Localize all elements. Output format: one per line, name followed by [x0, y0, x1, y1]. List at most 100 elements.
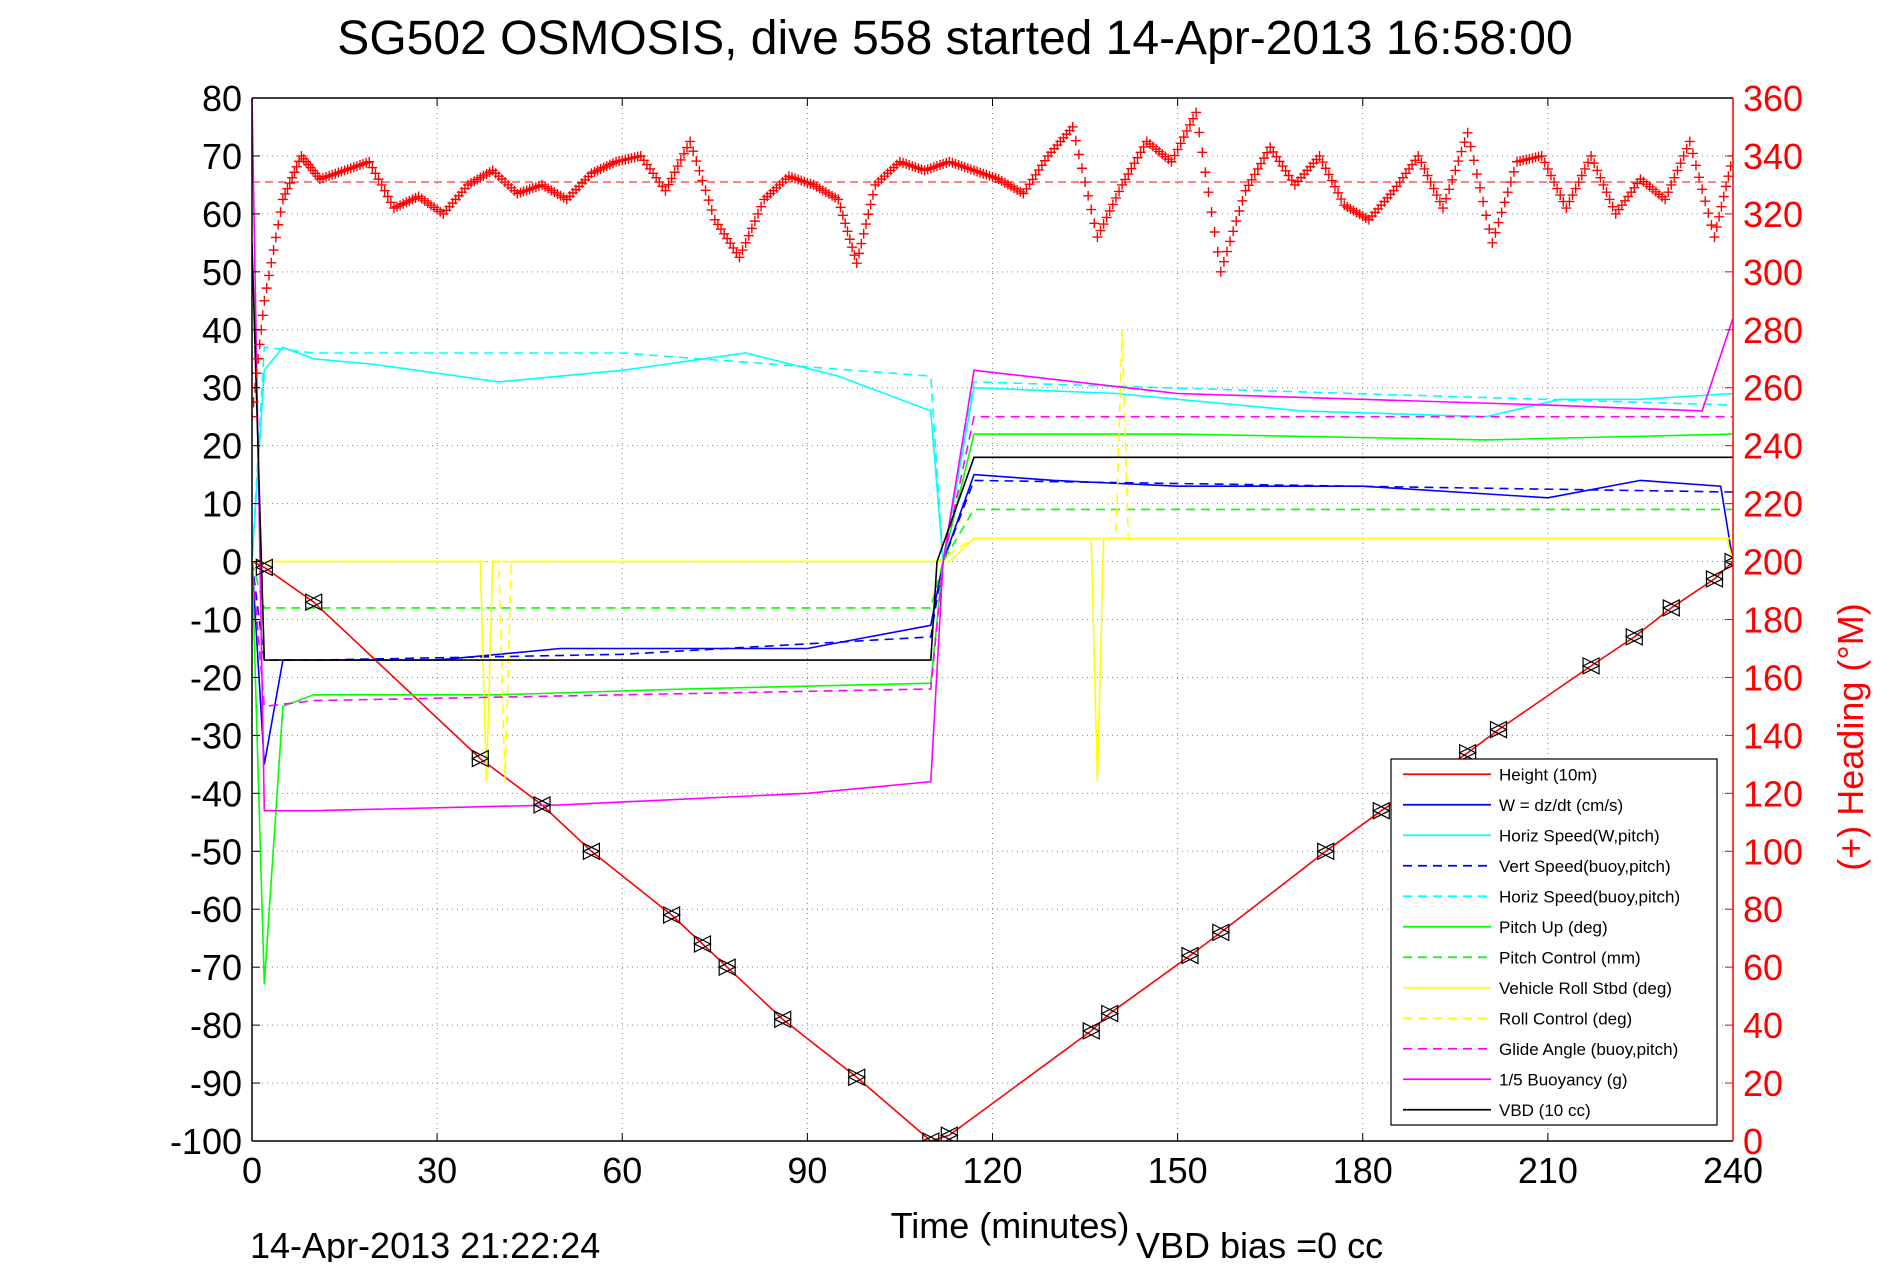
- heading-point: [1172, 144, 1183, 155]
- legend-label-8: Vehicle Roll Stbd (deg): [1499, 979, 1672, 998]
- heading-point: [1206, 207, 1217, 218]
- heading-point: [1666, 179, 1677, 190]
- heading-point: [1076, 163, 1087, 174]
- y-tick-label: 30: [202, 368, 242, 409]
- heading-point: [849, 250, 860, 261]
- heading-point: [666, 173, 677, 184]
- heading-point: [1716, 201, 1727, 212]
- height-marker-left: [1316, 842, 1335, 861]
- heading-point: [734, 252, 745, 263]
- heading-point: [1684, 136, 1695, 147]
- y2-axis-label: (+) Heading (°M): [1830, 603, 1871, 870]
- heading-point: [367, 162, 378, 173]
- heading-point: [1447, 174, 1458, 185]
- heading-point: [1178, 132, 1189, 143]
- heading-point: [663, 179, 674, 190]
- heading-point: [746, 223, 757, 234]
- heading-point: [1089, 218, 1100, 229]
- heading-point: [1505, 177, 1516, 188]
- heading-point: [1107, 199, 1118, 210]
- heading-point: [1104, 205, 1115, 216]
- legend-label-11: 1/5 Buoyancy (g): [1499, 1070, 1628, 1089]
- y2-tick-label: 160: [1743, 657, 1803, 698]
- heading-point: [275, 207, 286, 218]
- y2-tick-label: 120: [1743, 773, 1803, 814]
- heading-point: [266, 257, 277, 268]
- heading-point: [1573, 177, 1584, 188]
- heading-point: [1317, 157, 1328, 168]
- heading-point: [865, 199, 876, 210]
- heading-point: [1329, 181, 1340, 192]
- heading-point: [685, 136, 696, 147]
- height-marker-left: [1180, 946, 1199, 965]
- height-marker-left: [255, 558, 273, 577]
- height-marker-left: [1100, 1004, 1119, 1023]
- heading-point: [1450, 165, 1461, 176]
- heading-point: [1326, 175, 1337, 186]
- y2-tick-label: 220: [1743, 484, 1803, 525]
- heading-point: [1416, 157, 1427, 168]
- y2-tick-label: 60: [1743, 947, 1783, 988]
- heading-point: [263, 270, 274, 281]
- heading-point: [1468, 155, 1479, 166]
- heading-point: [1225, 236, 1236, 247]
- heading-point: [259, 295, 270, 306]
- heading-point: [1660, 194, 1671, 205]
- heading-point: [858, 228, 869, 239]
- heading-point: [261, 283, 272, 294]
- y-tick-label: -60: [190, 889, 242, 930]
- height-marker-left: [939, 1126, 958, 1141]
- heading-point: [669, 167, 680, 178]
- y2-tick-label: 140: [1743, 715, 1803, 756]
- heading-point: [376, 179, 387, 190]
- heading-point: [1687, 148, 1698, 159]
- heading-point: [1188, 113, 1199, 124]
- heading-point: [1070, 135, 1081, 146]
- heading-point: [1194, 127, 1205, 138]
- x-tick-label: 150: [1148, 1150, 1208, 1191]
- y2-tick-label: 80: [1743, 889, 1783, 930]
- heading-point: [1490, 227, 1501, 238]
- height-marker-left: [1211, 923, 1230, 942]
- heading-point: [682, 142, 693, 153]
- heading-point: [1425, 177, 1436, 188]
- heading-point: [1579, 163, 1590, 174]
- y2-tick-label: 20: [1743, 1063, 1783, 1104]
- x-tick-label: 120: [962, 1150, 1022, 1191]
- heading-point: [706, 204, 717, 215]
- series-line-5: [252, 346, 1733, 562]
- heading-point: [382, 191, 393, 202]
- heading-point: [678, 148, 689, 159]
- heading-point: [1604, 194, 1615, 205]
- legend-label-9: Roll Control (deg): [1499, 1009, 1632, 1028]
- heading-point: [1690, 160, 1701, 171]
- heading-point: [385, 197, 396, 208]
- height-marker-left: [532, 795, 551, 814]
- heading-point: [1570, 183, 1581, 194]
- height-marker-left: [1705, 569, 1724, 588]
- heading-point: [1459, 137, 1470, 148]
- heading-point: [1255, 158, 1266, 169]
- heading-point: [1184, 119, 1195, 130]
- heading-point: [1487, 237, 1498, 248]
- heading-point: [1564, 196, 1575, 207]
- heading-point: [1434, 196, 1445, 207]
- legend-label-3: Horiz Speed(W,pitch): [1499, 826, 1660, 845]
- y-tick-label: 20: [202, 426, 242, 467]
- legend-label-4: Vert Speed(buoy,pitch): [1499, 857, 1671, 876]
- heading-point: [1215, 266, 1226, 277]
- heading-point: [1706, 220, 1717, 231]
- heading-point: [1549, 177, 1560, 188]
- heading-point: [1080, 177, 1091, 188]
- heading-point: [1228, 226, 1239, 237]
- x-tick-label: 180: [1333, 1150, 1393, 1191]
- heading-point: [1437, 203, 1448, 214]
- heading-point: [1555, 190, 1566, 201]
- heading-point: [1542, 163, 1553, 174]
- heading-point: [840, 218, 851, 229]
- legend-box: [1390, 758, 1718, 1126]
- heading-point: [1444, 184, 1455, 195]
- heading-point: [1721, 181, 1732, 192]
- heading-point: [1129, 158, 1140, 169]
- heading-point: [743, 230, 754, 241]
